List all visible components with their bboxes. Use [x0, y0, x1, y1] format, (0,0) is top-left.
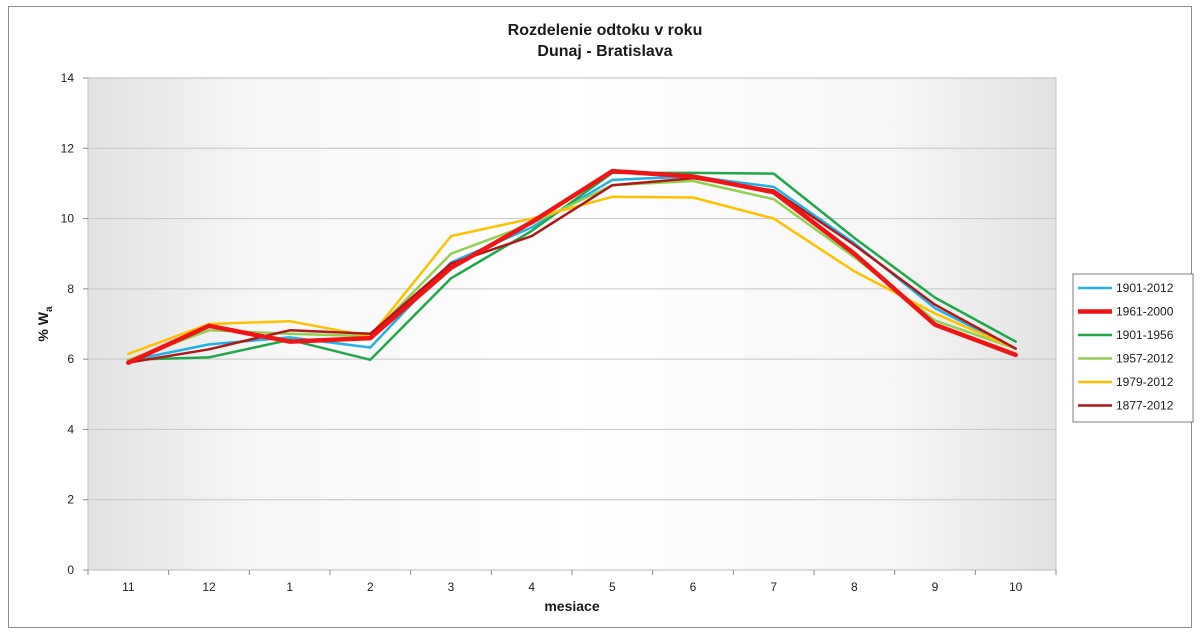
chart-subtitle: Dunaj - Bratislava — [537, 43, 672, 60]
x-tick-label-3: 2 — [367, 580, 374, 594]
y-tick-label-4: 8 — [67, 282, 74, 296]
x-tick-label-1: 12 — [202, 580, 216, 594]
legend-label-1961-2000: 1961-2000 — [1116, 305, 1174, 319]
x-axis-title: mesiace — [544, 598, 599, 614]
legend-box — [1072, 273, 1194, 423]
x-tick-label-10: 9 — [932, 580, 939, 594]
y-tick-label-1: 2 — [67, 493, 74, 507]
series-lines — [126, 168, 1018, 365]
y-tick-label-2: 4 — [67, 422, 74, 436]
x-tick-label-0: 11 — [122, 580, 135, 594]
y-tick-label-3: 6 — [67, 352, 74, 366]
y-tick-label-6: 12 — [61, 141, 75, 155]
x-tick-label-7: 6 — [690, 580, 697, 594]
x-tick-label-4: 3 — [448, 580, 455, 594]
chart-title: Rozdelenie odtoku v roku — [508, 22, 703, 39]
x-tick-label-6: 5 — [609, 580, 616, 594]
x-tick-label-8: 7 — [770, 580, 777, 594]
legend-label-1901-2012: 1901-2012 — [1116, 281, 1174, 295]
x-tick-label-5: 4 — [528, 580, 535, 594]
x-tick-label-11: 10 — [1009, 580, 1023, 594]
y-tick-label-7: 14 — [61, 71, 75, 85]
x-axis-ticks: 11 12 1 2 3 4 5 6 7 8 9 10 — [87, 570, 1057, 594]
y-axis-title: % Wa — [35, 306, 55, 342]
y-axis-title-main: % W — [35, 311, 51, 341]
x-tick-label-2: 1 — [286, 580, 293, 594]
x-tick-label-9: 8 — [851, 580, 858, 594]
y-tick-label-5: 10 — [61, 212, 75, 226]
legend-label-1957-2012: 1957-2012 — [1116, 352, 1174, 366]
y-axis-title-sub: a — [44, 306, 55, 312]
series-line-1901-1956 — [127, 171, 1017, 362]
series-line-1961-2000 — [126, 168, 1018, 365]
legend-label-1901-1956: 1901-1956 — [1116, 328, 1174, 342]
legend-label-1877-2012: 1877-2012 — [1116, 399, 1174, 413]
y-tick-label-0: 0 — [67, 563, 74, 577]
plot-area — [87, 77, 1057, 571]
legend: 1901-2012 1961-2000 1901-1956 1957-2012 1979… — [1072, 273, 1194, 423]
series-line-1979-2012 — [127, 195, 1017, 356]
legend-label-1979-2012: 1979-2012 — [1116, 375, 1174, 389]
series-line-1877-2012 — [127, 176, 1017, 364]
legend-items: 1901-2012 1961-2000 1901-1956 1957-2012 1979… — [1078, 281, 1174, 413]
y-axis-ticks: 0 2 4 6 8 10 12 14 — [61, 71, 88, 577]
